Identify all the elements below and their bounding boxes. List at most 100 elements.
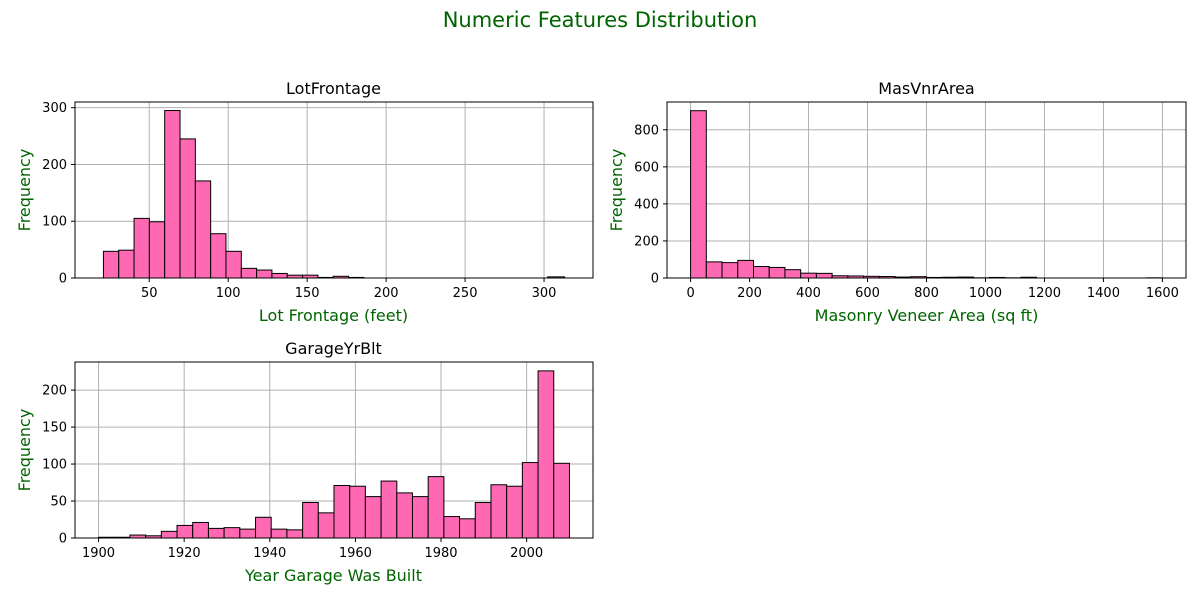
x-tick-label: 1920: [168, 546, 201, 561]
x-axis-label: Lot Frontage (feet): [259, 306, 408, 325]
x-tick-label: 2000: [510, 546, 543, 561]
x-tick-label: 1940: [253, 546, 286, 561]
x-tick-label: 400: [796, 286, 821, 301]
histogram-bar: [521, 462, 539, 539]
histogram-bar: [160, 530, 178, 539]
histogram-bar: [192, 521, 209, 539]
x-tick-label: 1960: [339, 546, 372, 561]
histogram-bar: [690, 110, 707, 279]
y-tick-label: 200: [42, 158, 67, 173]
histogram-bar: [333, 484, 351, 539]
ticks: 1900 1920 1940 1960 1980 2000 0 50 100 150 200: [42, 384, 543, 561]
subplot-masvnrarea: MasVnrArea 0 200 400 600 800 1000 1200 1400 1600…: [607, 79, 1187, 325]
x-tick-label: 50: [141, 286, 158, 301]
histogram-bar: [815, 272, 833, 279]
bars: [98, 370, 570, 539]
x-tick-label: 300: [532, 286, 557, 301]
histogram-bar: [148, 221, 166, 279]
histogram-bar: [443, 516, 461, 539]
histogram-bar: [784, 269, 802, 279]
histogram-bar: [380, 480, 398, 539]
y-axis-label: Frequency: [607, 149, 626, 232]
x-axis-label: Year Garage Was Built: [244, 566, 422, 585]
histogram-bar: [240, 267, 258, 279]
x-axis-label: Masonry Veneer Area (sq ft): [815, 306, 1039, 325]
subplot-title: LotFrontage: [286, 79, 381, 98]
y-tick-label: 100: [42, 215, 67, 230]
y-axis-label: Frequency: [15, 409, 34, 492]
axes-frame: [74, 361, 594, 539]
x-tick-label: 600: [855, 286, 880, 301]
histogram-bar: [210, 233, 227, 279]
histogram-bar: [207, 527, 225, 539]
y-tick-label: 400: [634, 197, 659, 212]
axes-frame: [666, 101, 1187, 279]
histogram-bar: [396, 492, 413, 539]
histogram-bar: [176, 524, 194, 539]
ticks: 50 100 150 200 250 300 0 100 200 300: [42, 101, 556, 301]
y-tick-label: 0: [651, 272, 659, 287]
histogram-bar: [225, 250, 242, 279]
y-tick-label: 0: [59, 532, 67, 547]
histogram-bar: [164, 110, 181, 279]
y-tick-label: 50: [50, 495, 67, 510]
ticks: 0 200 400 600 800 1000 1200 1400 1600 0 200 400 600 8…: [634, 123, 1179, 301]
y-tick-label: 200: [634, 234, 659, 249]
histogram-bar: [737, 259, 754, 279]
x-tick-label: 0: [686, 286, 694, 301]
histogram-bar: [256, 269, 273, 279]
x-tick-label: 1200: [1028, 286, 1061, 301]
x-tick-label: 100: [216, 286, 241, 301]
histogram-bar: [349, 485, 366, 539]
histogram-bar: [302, 502, 319, 539]
bars: [102, 110, 566, 279]
y-tick-label: 0: [59, 272, 67, 287]
x-tick-label: 1000: [969, 286, 1002, 301]
subplot-garageyrblt: GarageYrBlt 1900 1920 1940 1960 1980 20000501…: [15, 339, 594, 585]
y-tick-label: 100: [42, 458, 67, 473]
x-tick-label: 1600: [1146, 286, 1179, 301]
histogram-bar: [553, 462, 570, 539]
x-tick-label: 200: [737, 286, 762, 301]
x-tick-label: 150: [295, 286, 320, 301]
y-tick-label: 200: [42, 384, 67, 399]
histogram-bar: [270, 528, 288, 539]
y-tick-label: 150: [42, 421, 67, 436]
histogram-bar: [800, 272, 817, 279]
histogram-bar: [427, 476, 445, 539]
histogram-bar: [705, 261, 723, 279]
histogram-bar: [286, 529, 304, 539]
histogram-bar: [721, 262, 739, 279]
x-tick-label: 200: [374, 286, 399, 301]
histogram-bar: [364, 496, 382, 539]
histogram-bar: [537, 370, 555, 539]
y-tick-label: 600: [634, 160, 659, 175]
histogram-bar: [752, 266, 770, 279]
figure-suptitle: Numeric Features Distribution: [443, 8, 758, 32]
histogram-bar: [271, 272, 288, 279]
histogram-bar: [506, 485, 523, 539]
histogram-bar: [102, 250, 120, 279]
histogram-bar: [118, 249, 135, 279]
x-tick-label: 800: [914, 286, 939, 301]
histogram-bar: [179, 138, 196, 279]
axes-frame: [74, 101, 594, 279]
grid: [667, 102, 1186, 279]
subplot-title: GarageYrBlt: [285, 339, 382, 358]
x-tick-label: 1980: [424, 546, 457, 561]
histogram-bar: [459, 518, 476, 539]
histogram-bar: [194, 180, 212, 279]
y-tick-label: 800: [634, 123, 659, 138]
histogram-bar: [223, 527, 241, 539]
histogram-bar: [768, 266, 786, 279]
x-tick-label: 250: [453, 286, 478, 301]
subplot-title: MasVnrArea: [878, 79, 974, 98]
x-tick-label: 1400: [1087, 286, 1120, 301]
y-axis-label: Frequency: [15, 149, 34, 232]
histogram-bar: [255, 516, 272, 539]
histogram-bar: [239, 528, 257, 539]
histogram-bar: [317, 512, 335, 539]
x-tick-label: 1900: [82, 546, 115, 561]
histogram-bar: [411, 496, 429, 539]
